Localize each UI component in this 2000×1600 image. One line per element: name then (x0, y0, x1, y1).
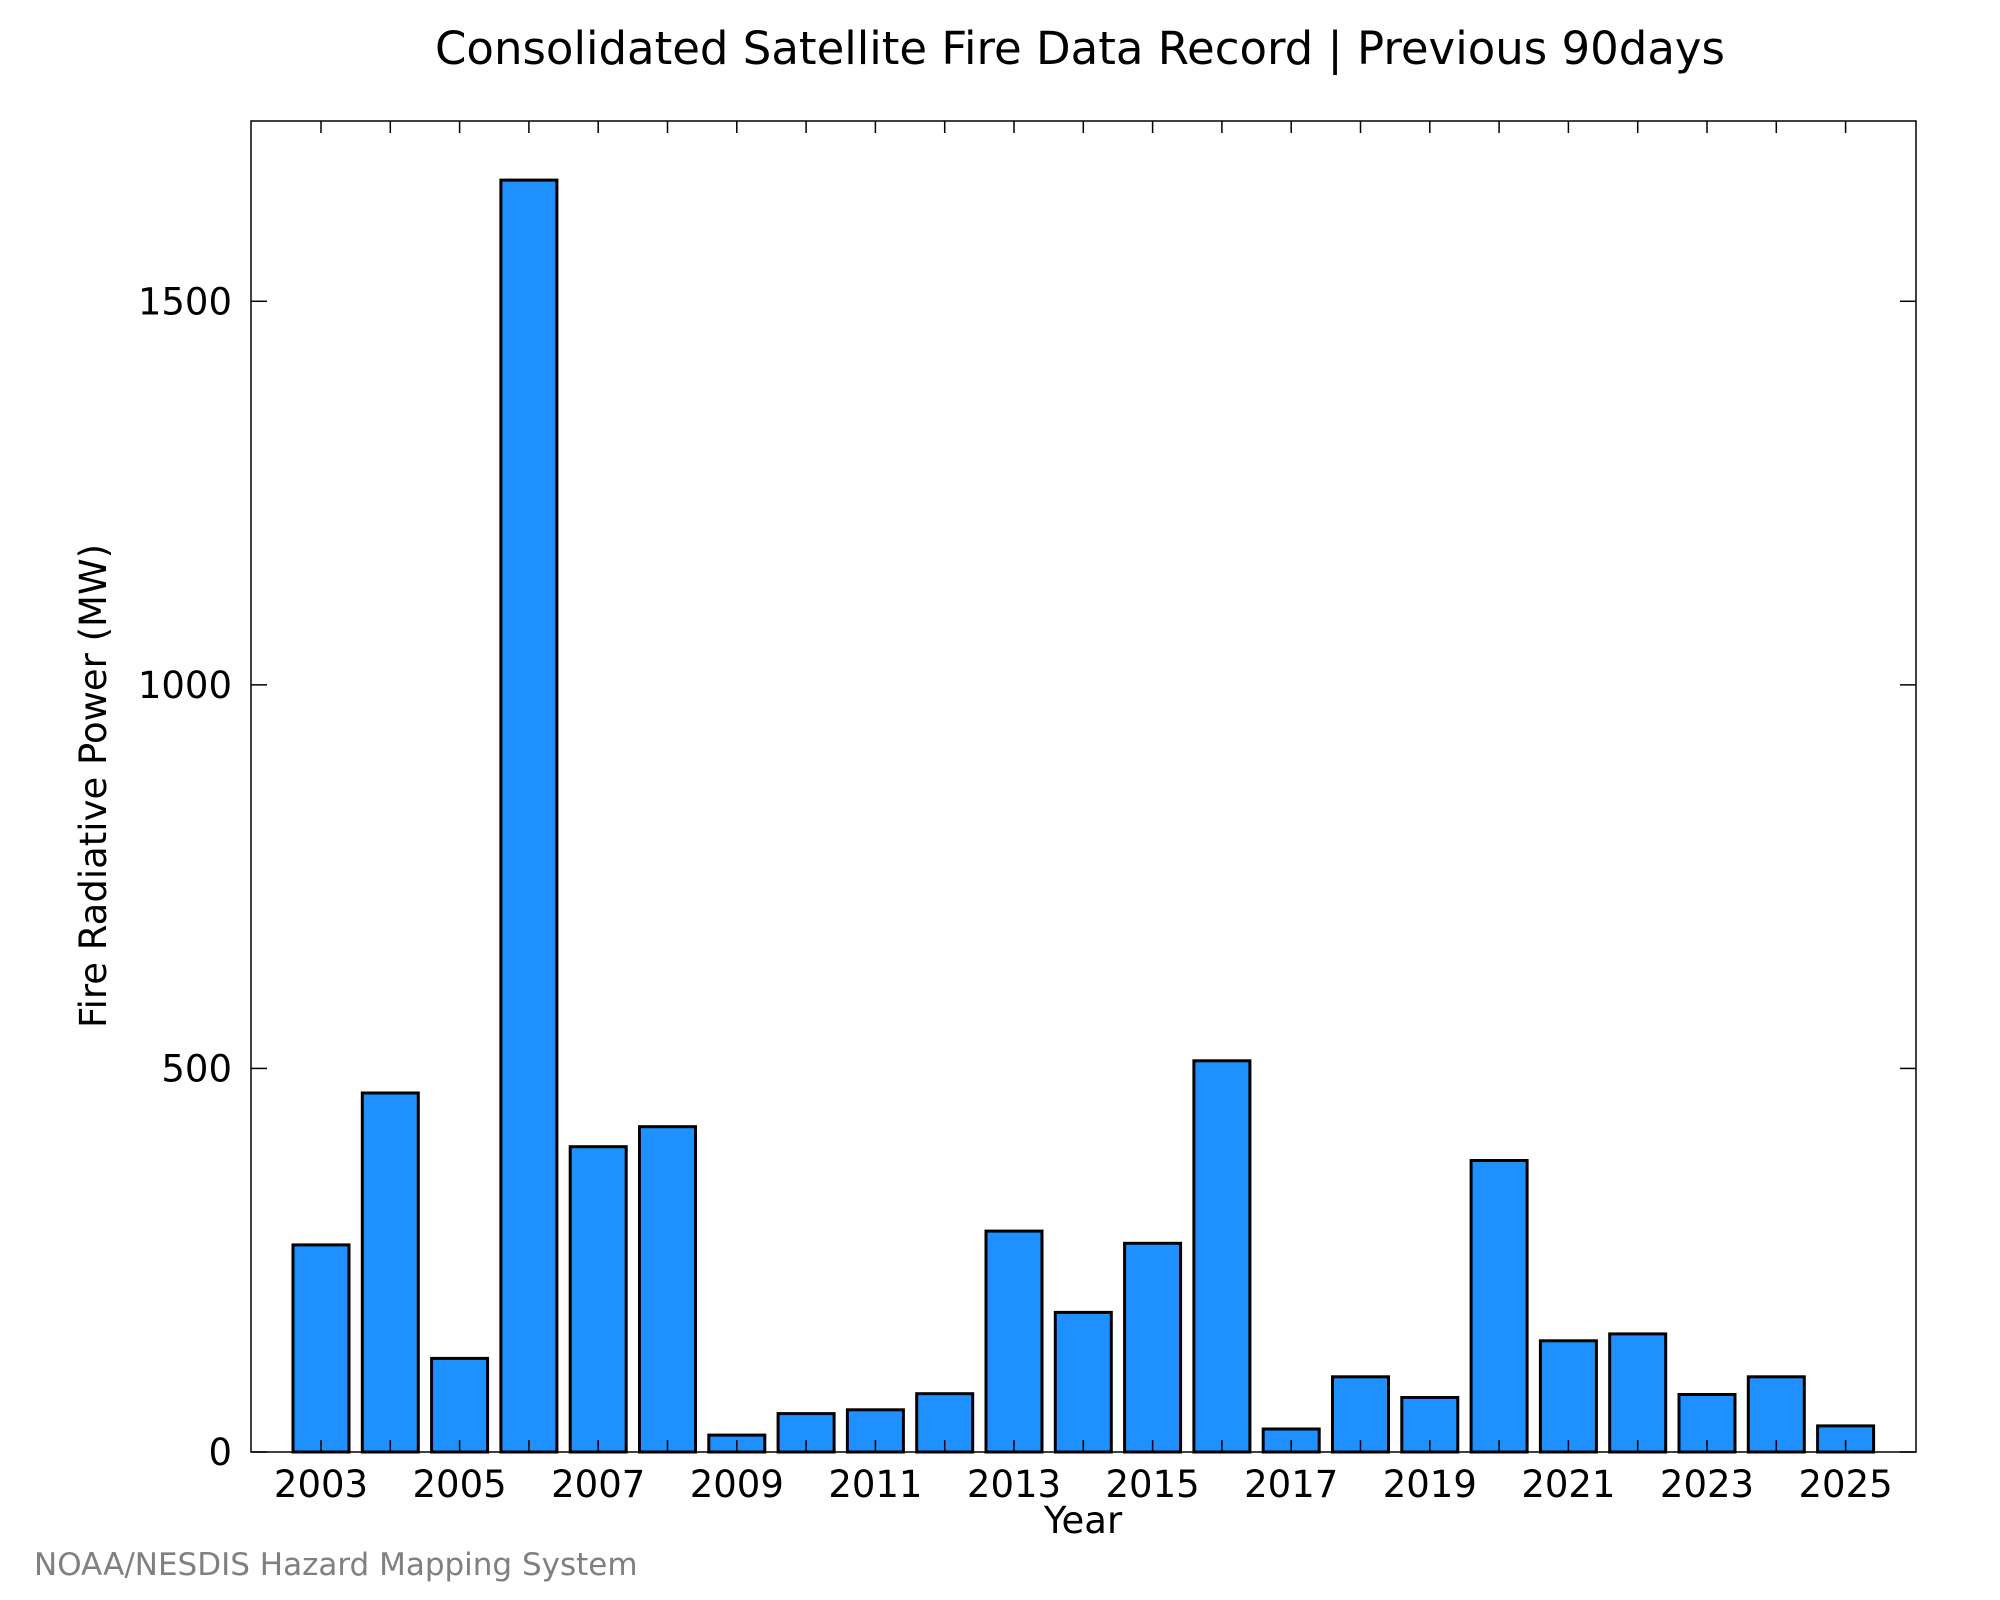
bar-2003 (291, 1243, 351, 1454)
chart-title: Consolidated Satellite Fire Data Record … (435, 22, 1725, 75)
bar-2004 (360, 1091, 420, 1454)
bar-2014 (1053, 1310, 1113, 1454)
bar-2013 (984, 1229, 1044, 1454)
x-axis-label: Year (1043, 1499, 1123, 1542)
x-tick-label-2003: 2003 (274, 1463, 368, 1506)
bar-2005 (430, 1356, 490, 1454)
x-tick-label-2015: 2015 (1106, 1463, 1200, 1506)
x-tick-label-2025: 2025 (1799, 1463, 1893, 1506)
x-tick-label-2019: 2019 (1383, 1463, 1477, 1506)
x-tick-label-2023: 2023 (1660, 1463, 1754, 1506)
bars-group (291, 178, 1876, 1454)
y-tick-label-0: 0 (208, 1431, 232, 1474)
y-tick-label-500: 500 (161, 1047, 232, 1090)
y-tick-label-1000: 1000 (138, 664, 232, 707)
y-tick-label-1500: 1500 (138, 280, 232, 323)
x-tick-label-2005: 2005 (413, 1463, 507, 1506)
x-tick-label-2009: 2009 (690, 1463, 784, 1506)
x-tick-label-2017: 2017 (1244, 1463, 1338, 1506)
bar-2010 (776, 1412, 836, 1454)
x-tick-label-2013: 2013 (967, 1463, 1061, 1506)
bar-2022 (1608, 1332, 1668, 1454)
bar-2006 (499, 178, 559, 1454)
bar-2024 (1746, 1375, 1806, 1454)
bar-2007 (568, 1145, 628, 1454)
x-axis-ticks: 2003 2005 2007 2009 2011 2013 2015 2017 2019 2021… (274, 121, 1893, 1506)
y-axis-label: Fire Radiative Power (MW) (72, 544, 115, 1028)
x-tick-label-2007: 2007 (551, 1463, 645, 1506)
credit-text: NOAA/NESDIS Hazard Mapping System (34, 1547, 638, 1583)
x-tick-label-2011: 2011 (828, 1463, 922, 1506)
bar-2016 (1192, 1059, 1252, 1454)
bar-2021 (1538, 1339, 1598, 1454)
bar-2008 (638, 1125, 697, 1454)
plot-frame (250, 120, 1917, 1453)
x-tick-label-2021: 2021 (1521, 1463, 1615, 1506)
bar-2015 (1123, 1241, 1183, 1454)
bar-2020 (1469, 1159, 1529, 1454)
